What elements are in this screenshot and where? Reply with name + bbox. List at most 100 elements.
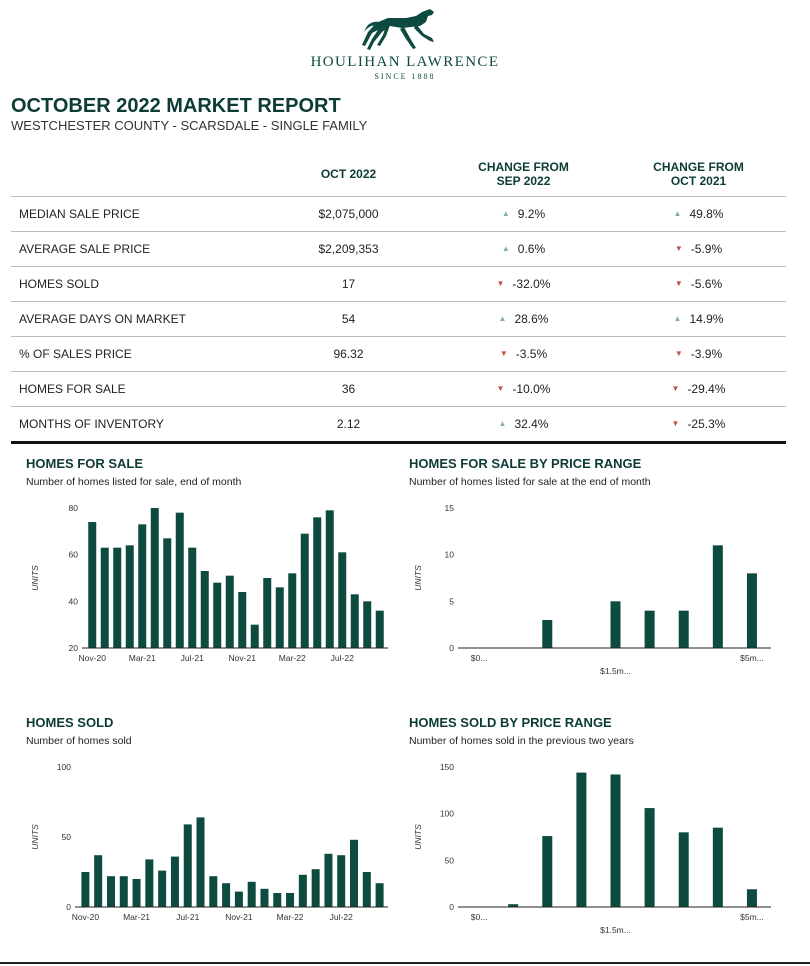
brand-name: HOULIHAN LAWRENCE bbox=[310, 54, 500, 70]
row-value: 54 bbox=[261, 301, 436, 337]
x-tick-label: $5m... bbox=[740, 653, 764, 663]
table-row: AVERAGE SALE PRICE $2,209,353 ▲ 0.6% ▼ -5.9% bbox=[11, 231, 786, 267]
bar bbox=[298, 874, 307, 907]
table-row: AVERAGE DAYS ON MARKET 54 ▲ 28.6% ▲ 14.9% bbox=[11, 301, 786, 337]
change-value: 0.6% bbox=[517, 241, 546, 256]
chart-subtitle: Number of homes listed for sale, end of … bbox=[26, 476, 242, 488]
y-tick-label: 0 bbox=[449, 902, 454, 912]
arrow-down-icon: ▼ bbox=[496, 278, 505, 288]
bar bbox=[288, 573, 297, 648]
table-row: HOMES FOR SALE 36 ▼ -10.0% ▼ -29.4% bbox=[11, 371, 786, 407]
chart-title: HOMES SOLD bbox=[26, 715, 114, 730]
bar bbox=[94, 855, 103, 907]
arrow-down-icon: ▼ bbox=[496, 383, 505, 393]
bar bbox=[119, 876, 128, 907]
arrow-up-icon: ▲ bbox=[501, 243, 510, 253]
bar bbox=[150, 508, 159, 648]
bar bbox=[363, 601, 372, 648]
bar bbox=[247, 881, 256, 907]
bar bbox=[238, 592, 247, 648]
change-value: -5.9% bbox=[690, 241, 723, 256]
row-label: MONTHS OF INVENTORY bbox=[19, 416, 164, 431]
market-stats-table: OCT 2022 CHANGE FROM SEP 2022 CHANGE FROM… bbox=[11, 152, 786, 441]
row-value: $2,209,353 bbox=[261, 231, 436, 267]
row-change-2: ▲ 14.9% bbox=[611, 301, 786, 337]
brand-logo: HOULIHAN LAWRENCE SINCE 1888 bbox=[0, 0, 810, 90]
bar bbox=[644, 808, 655, 907]
row-change-1: ▼ -10.0% bbox=[436, 371, 611, 407]
bar bbox=[234, 891, 243, 907]
arrow-down-icon: ▼ bbox=[674, 278, 683, 288]
report-subtitle: WESTCHESTER COUNTY - SCARSDALE - SINGLE … bbox=[11, 118, 368, 133]
bar bbox=[508, 904, 519, 907]
chart-subtitle: Number of homes sold in the previous two… bbox=[409, 735, 634, 747]
y-tick-label: 80 bbox=[69, 503, 79, 513]
row-change-2: ▼ -25.3% bbox=[611, 406, 786, 441]
bar bbox=[273, 893, 282, 907]
bar bbox=[225, 575, 234, 648]
row-change-1: ▲ 28.6% bbox=[436, 301, 611, 337]
row-label: % OF SALES PRICE bbox=[11, 336, 261, 372]
bar bbox=[175, 512, 184, 648]
row-value: 96.32 bbox=[261, 336, 436, 372]
row-value: 2.12 bbox=[336, 416, 361, 431]
y-tick-label: 20 bbox=[69, 643, 79, 653]
bar bbox=[263, 578, 272, 648]
y-tick-label: 40 bbox=[69, 596, 79, 606]
bar bbox=[100, 547, 109, 648]
arrow-down-icon: ▼ bbox=[674, 243, 683, 253]
change-value: -32.0% bbox=[512, 276, 551, 291]
change-value: 49.8% bbox=[689, 206, 724, 221]
change-value: -3.5% bbox=[515, 346, 548, 361]
y-tick-label: 60 bbox=[69, 550, 79, 560]
bar bbox=[350, 594, 359, 648]
x-tick-label: Mar-22 bbox=[277, 912, 304, 922]
bar bbox=[275, 587, 284, 648]
bar bbox=[250, 624, 259, 648]
bar bbox=[125, 545, 134, 648]
y-axis-label: UNITS bbox=[413, 824, 423, 850]
x-tick-label: Mar-22 bbox=[279, 653, 306, 663]
change-value: 28.6% bbox=[514, 311, 549, 326]
change-value: -25.3% bbox=[687, 416, 726, 431]
change-value: 32.4% bbox=[514, 416, 549, 431]
row-change-1: ▲ 9.2% bbox=[436, 196, 611, 232]
bar bbox=[106, 876, 115, 907]
x-tick-label: $0... bbox=[471, 653, 488, 663]
bar bbox=[337, 855, 346, 907]
brand-since: SINCE 1888 bbox=[374, 72, 436, 81]
bar bbox=[644, 610, 655, 648]
y-axis-label: UNITS bbox=[30, 565, 40, 591]
arrow-up-icon: ▲ bbox=[498, 418, 507, 428]
bar bbox=[196, 817, 205, 907]
chart-homes-sold-by-price: HOMES SOLD BY PRICE RANGE Number of home… bbox=[409, 715, 779, 940]
bar bbox=[213, 582, 222, 648]
row-change-2: ▲ 49.8% bbox=[611, 196, 786, 232]
bar bbox=[746, 889, 757, 907]
x-tick-label: Jul-21 bbox=[176, 912, 199, 922]
y-axis-label: UNITS bbox=[413, 565, 423, 591]
row-change-2: ▼ -5.6% bbox=[611, 266, 786, 302]
bar bbox=[712, 545, 723, 648]
bar bbox=[286, 893, 295, 907]
bar bbox=[610, 774, 621, 907]
bar bbox=[678, 610, 689, 648]
row-label: HOMES SOLD bbox=[11, 266, 261, 302]
header-blank bbox=[11, 152, 261, 197]
row-value: 17 bbox=[261, 266, 436, 302]
chart-homes-for-sale: HOMES FOR SALE Number of homes listed fo… bbox=[26, 456, 396, 671]
row-value: $2,075,000 bbox=[261, 196, 436, 232]
bar bbox=[183, 824, 192, 907]
bar bbox=[610, 601, 621, 648]
x-tick-label: Nov-20 bbox=[79, 653, 107, 663]
change-value: -29.4% bbox=[687, 381, 726, 396]
bar bbox=[88, 522, 97, 648]
chart-title: HOMES FOR SALE BY PRICE RANGE bbox=[409, 456, 642, 471]
header-change-oct-2021: CHANGE FROM OCT 2021 bbox=[611, 152, 786, 197]
y-tick-label: 0 bbox=[449, 643, 454, 653]
row-change-1: ▼ -3.5% bbox=[436, 336, 611, 372]
bar bbox=[113, 547, 122, 648]
x-tick-label: Nov-21 bbox=[229, 653, 257, 663]
row-value: 36 bbox=[261, 371, 436, 407]
bar bbox=[311, 869, 320, 907]
